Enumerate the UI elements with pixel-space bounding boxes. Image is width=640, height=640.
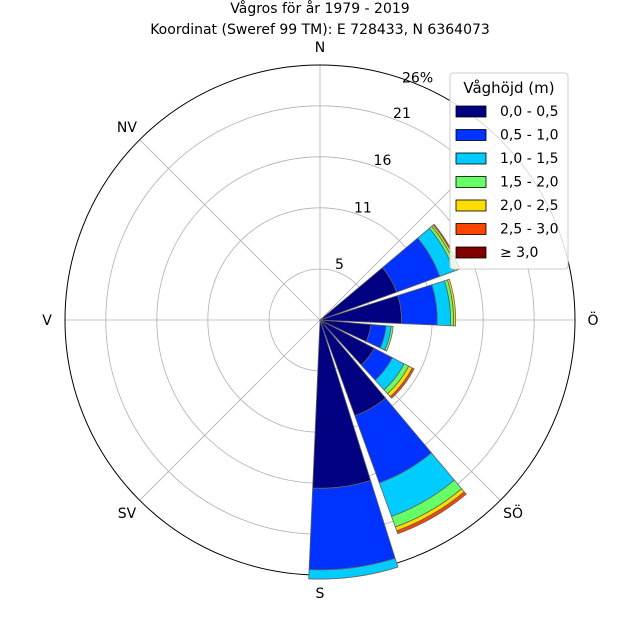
legend-swatch-1	[455, 129, 487, 141]
legend-label-6: ≥ 3,0	[500, 245, 538, 261]
direction-labels: N Ö SÖ S SV V NV	[42, 40, 598, 602]
direction-label-7: NV	[117, 120, 137, 136]
legend-swatch-0	[455, 105, 487, 118]
grid-spoke-5	[139, 319, 321, 501]
legend-swatch-4	[455, 199, 487, 212]
legend-items: 0,0 - 0,5 0,5 - 1,0 1,0 - 1,5 1,5 - 2,0 2,0 …	[455, 104, 558, 261]
direction-label-4: S	[316, 586, 325, 602]
sector-2-bin-3	[384, 325, 394, 352]
sector-5-bin-1	[308, 480, 396, 571]
legend: Våghöjd (m) 0,0 - 0,5 0,5 - 1,0 1,0 - 1,5 1…	[449, 72, 569, 270]
radial-tick-label-0: 5	[335, 257, 344, 273]
sector-4-bin-5	[396, 491, 467, 535]
legend-label-5: 2,5 - 3,0	[500, 222, 558, 238]
legend-swatch-3	[455, 176, 487, 188]
legend-label-0: 0,0 - 0,5	[500, 104, 558, 120]
rose-sectors	[308, 223, 467, 580]
radial-tick-labels: 5 11 16 21 26%	[335, 70, 433, 272]
legend-title: Våghöjd (m)	[463, 79, 554, 97]
legend-frame	[449, 72, 569, 270]
direction-label-6: V	[42, 313, 52, 329]
legend-swatch-5	[455, 223, 487, 235]
radial-tick-label-4: 26%	[402, 70, 433, 86]
chart-subtitle: Koordinat (Sweref 99 TM): E 728433, N 63…	[150, 22, 490, 38]
radial-tick-label-3: 21	[393, 106, 411, 122]
legend-swatch-6	[455, 246, 487, 259]
radial-tick-label-2: 16	[374, 153, 392, 169]
direction-label-2: Ö	[587, 311, 598, 329]
sector-1-bin-4	[446, 278, 457, 327]
chart-title: Vågros för år 1979 - 2019	[230, 0, 409, 17]
sector-5-bin-2	[308, 557, 399, 580]
direction-label-5: SV	[118, 506, 137, 522]
grid-spoke-7	[139, 139, 321, 321]
radial-tick-label-1: 11	[354, 200, 372, 216]
legend-swatch-2	[455, 152, 487, 165]
legend-label-4: 2,0 - 2,5	[500, 198, 558, 214]
legend-label-2: 1,0 - 1,5	[500, 151, 558, 167]
sector-1-bin-1	[397, 284, 438, 326]
legend-label-3: 1,5 - 2,0	[500, 175, 558, 191]
direction-label-0: N	[315, 40, 325, 56]
sector-3-bin-5	[389, 367, 415, 399]
legend-label-1: 0,5 - 1,0	[500, 128, 558, 144]
direction-label-3: SÖ	[503, 504, 523, 522]
